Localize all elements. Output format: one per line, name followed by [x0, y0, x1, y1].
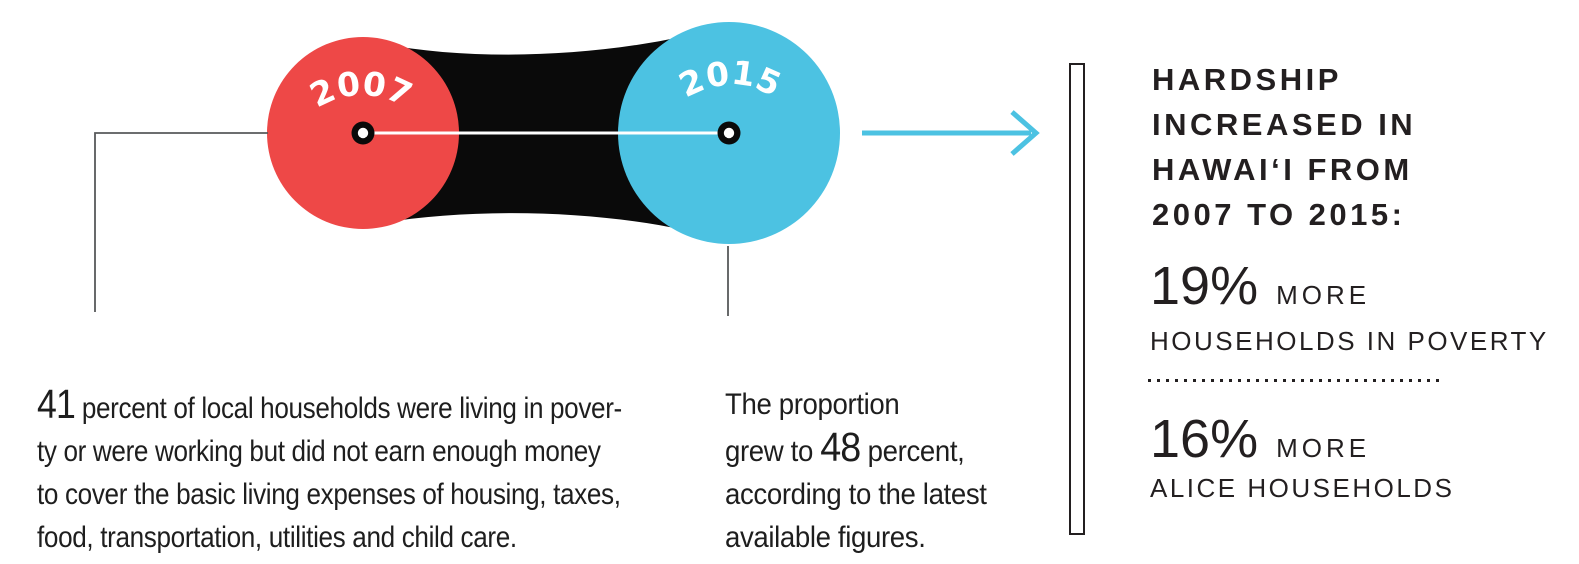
marker-2015-hole [723, 127, 735, 139]
sidebar-heading-line: INCREASED IN [1152, 107, 1417, 142]
stat-poverty-row: 19% MORE [1150, 259, 1549, 313]
stat-poverty: 19% MORE HOUSEHOLDS IN POVERTY [1150, 259, 1549, 358]
caption-2007-text: percent of local households were living … [37, 392, 622, 554]
stat-alice: 16% MORE ALICE HOUSEHOLDS [1150, 412, 1454, 505]
sidebar-heading-line: 2007 TO 2015: [1152, 197, 1406, 232]
stat-alice-label: ALICE HOUSEHOLDS [1150, 473, 1455, 503]
stat-alice-qualifier: MORE [1276, 433, 1371, 463]
year-char: 0 [333, 63, 363, 106]
sidebar-heading-line: HAWAI‘I FROM [1152, 152, 1413, 187]
stat-poverty-value: 19% [1150, 256, 1259, 316]
marker-2007-hole [357, 127, 369, 139]
caption-2015-percent-number: 48 [820, 424, 861, 470]
sidebar-heading: HARDSHIP INCREASED IN HAWAI‘I FROM 2007 … [1152, 57, 1416, 237]
year-char: 0 [702, 53, 732, 96]
stat-poverty-label: HOUSEHOLDS IN POVERTY [1150, 326, 1549, 356]
caption-2015-text-before: The proportion grew to [725, 388, 900, 468]
caption-2015-text-after: percent, according to the latest availab… [725, 435, 987, 554]
callout-line-2007 [94, 132, 268, 312]
sidebar-divider-bar [1069, 63, 1085, 535]
stat-alice-value: 16% [1150, 409, 1259, 469]
caption-2007-paragraph: 41 percent of local households were livi… [37, 340, 716, 559]
caption-2015-paragraph: The proportion grew to 48 percent, accor… [725, 340, 1075, 559]
year-label-2015: 2 0 1 5 [673, 53, 788, 105]
sidebar-heading-line: HARDSHIP [1152, 62, 1342, 97]
stat-alice-row: 16% MORE [1150, 412, 1454, 466]
dotted-separator [1148, 379, 1441, 382]
arrow-right-icon [862, 110, 1040, 156]
arrow-head [1010, 110, 1040, 156]
stat-poverty-qualifier: MORE [1276, 280, 1371, 310]
year-label-2007: 2 0 0 7 [303, 63, 418, 115]
caption-2007-percent-number: 41 [37, 381, 76, 427]
